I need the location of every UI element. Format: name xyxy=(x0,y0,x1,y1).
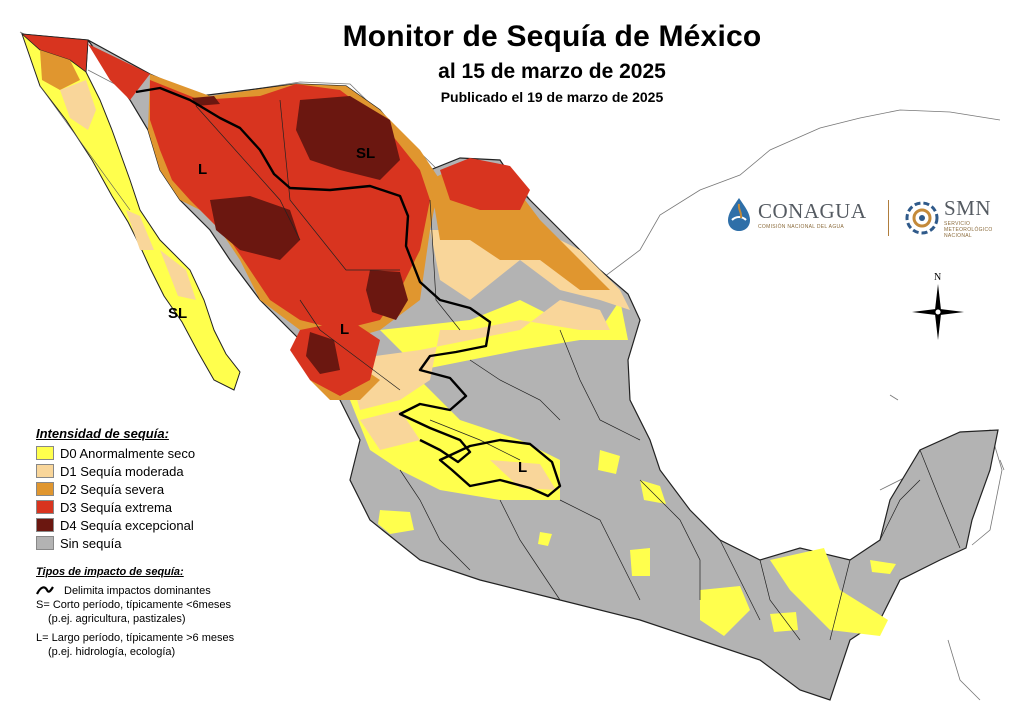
legend-label-d3: D3 Sequía extrema xyxy=(60,499,173,515)
logo-divider xyxy=(888,200,889,236)
page-title: Monitor de Sequía de México xyxy=(342,20,762,53)
drought-legend: Intensidad de sequía: D0 Anormalmente se… xyxy=(36,426,296,552)
impact-line-label: Delimita impactos dominantes xyxy=(64,585,211,597)
conagua-name: CONAGUA xyxy=(758,198,867,223)
legend-label-none: Sin sequía xyxy=(60,535,122,551)
impact-line-key: Delimita impactos dominantes xyxy=(36,584,316,598)
map-label-sl-bcs: SL xyxy=(168,305,187,322)
legend-swatch-d1 xyxy=(36,464,54,478)
compass-rose-icon: N xyxy=(912,272,964,340)
map-label-l-sonora: L xyxy=(198,161,207,178)
compass-north-label: N xyxy=(934,272,941,283)
water-drop-icon xyxy=(728,198,750,231)
legend-label-d2: D2 Sequía severa xyxy=(60,481,165,497)
drought-d4 xyxy=(192,96,408,374)
smn-spiral-icon xyxy=(905,201,939,234)
legend-title: Intensidad de sequía: xyxy=(36,426,169,441)
impact-line-icon xyxy=(36,586,54,595)
legend-label-d1: D1 Sequía moderada xyxy=(60,463,184,479)
conagua-subtitle: COMISIÓN NACIONAL DEL AGUA xyxy=(758,223,845,230)
impact-title: Tipos de impacto de sequía: xyxy=(36,566,184,578)
agency-logos: CONAGUA COMISIÓN NACIONAL DEL AGUA SMN S… xyxy=(726,196,996,246)
impact-legend: Tipos de impacto de sequía: Delimita imp… xyxy=(36,566,316,659)
legend-item-d4: D4 Sequía excepcional xyxy=(36,516,296,534)
impact-lines xyxy=(135,86,562,498)
map-label-l-centro: L xyxy=(518,459,527,476)
impact-s-line1: S= Corto período, típicamente <6meses xyxy=(36,599,232,611)
map-label-sl-chihuahua: SL xyxy=(356,145,375,162)
legend-swatch-d2 xyxy=(36,482,54,496)
legend-swatch-d4 xyxy=(36,518,54,532)
legend-item-d1: D1 Sequía moderada xyxy=(36,462,296,480)
published-date: Publicado el 19 de marzo de 2025 xyxy=(440,89,664,105)
state-boundaries xyxy=(195,99,961,641)
legend-item-none: Sin sequía xyxy=(36,534,296,552)
legend-swatch-d0 xyxy=(36,446,54,460)
legend-item-d2: D2 Sequía severa xyxy=(36,480,296,498)
date-subtitle: al 15 de marzo de 2025 xyxy=(438,60,666,83)
smn-logo: SMN SERVICIO METEOROLÓGICO NACIONAL xyxy=(904,196,996,239)
smn-name: SMN xyxy=(944,196,992,220)
map-label-l-sinaloa: L xyxy=(340,321,349,338)
legend-label-d0: D0 Anormalmente seco xyxy=(60,445,196,461)
legend-item-d3: D3 Sequía extrema xyxy=(36,498,296,516)
drought-d0 xyxy=(350,300,896,636)
legend-label-d4: D4 Sequía excepcional xyxy=(60,517,194,533)
legend-swatch-d3 xyxy=(36,500,54,514)
legend-swatch-none xyxy=(36,536,54,550)
baja-california xyxy=(20,33,241,391)
legend-item-d0: D0 Anormalmente seco xyxy=(36,444,296,462)
impact-l-line1: L= Largo período, típicamente >6 meses xyxy=(36,632,235,644)
smn-subtitle: SERVICIO METEOROLÓGICO NACIONAL xyxy=(944,221,993,239)
conagua-logo: CONAGUA COMISIÓN NACIONAL DEL AGUA xyxy=(726,196,867,232)
impact-l-line2: (p.ej. hidrología, ecología) xyxy=(48,646,176,658)
impact-s-line2: (p.ej. agricultura, pastizales) xyxy=(48,613,186,625)
